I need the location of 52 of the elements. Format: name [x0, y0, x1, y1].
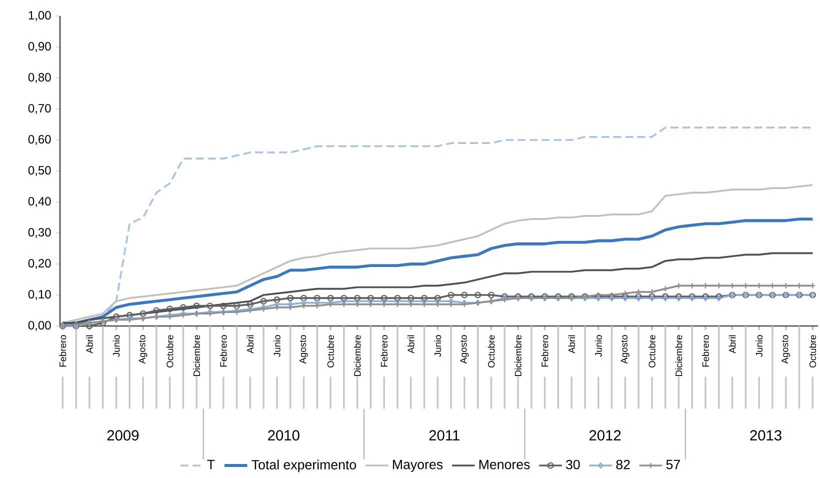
y-tick-label: 0,10 [28, 290, 51, 300]
x-tick-label: Octubre [166, 335, 174, 368]
y-tick-label: 1,00 [28, 11, 51, 21]
legend-label: 30 [566, 460, 580, 470]
x-tick-label: Febrero [59, 335, 66, 367]
y-tick-label: 0,90 [28, 42, 51, 52]
y-tick-label: 0,80 [28, 73, 51, 83]
text: 2009 [107, 430, 139, 441]
legend-label: T [207, 460, 215, 470]
x-tick-label: Agosto [620, 335, 630, 364]
x-tick-label: Febrero [220, 335, 227, 367]
y-tick-label: 0,60 [28, 135, 51, 145]
text: 2011 [429, 430, 460, 441]
x-tick-label: Diciembre [514, 335, 522, 376]
x-tick-label: Diciembre [193, 335, 200, 376]
legend-label: Mayores [393, 460, 443, 472]
x-tick-label: Febrero [380, 335, 388, 367]
y-tick-label: 0,70 [28, 104, 51, 114]
x-tick-label: Junio [756, 335, 762, 357]
x-tick-label: Junio [112, 335, 120, 357]
y-tick-label: 0,30 [28, 228, 51, 238]
x-tick-label: Febrero [702, 335, 709, 367]
y-tick-label: 0,40 [28, 197, 51, 207]
legend-label: Menores [479, 460, 530, 470]
x-tick-label: Diciembre [354, 335, 361, 376]
x-tick-label: Octubre [809, 335, 816, 368]
legend-label: 57 [666, 460, 680, 470]
text: 2012 [589, 430, 621, 441]
x-tick-label: Junio [274, 335, 280, 357]
x-tick-label: Febrero [541, 335, 548, 367]
x-tick-label: Abril [728, 335, 736, 354]
text: 2010 [268, 430, 300, 441]
x-tick-label: Agosto [460, 335, 469, 364]
y-tick-label: 0,20 [28, 259, 51, 269]
x-tick-label: Octubre [648, 335, 656, 368]
y-tick-label: 0,00 [28, 321, 51, 331]
legend-label: 82 [616, 460, 630, 470]
x-tick-label: Junio [434, 335, 442, 357]
x-tick-label: Abril [86, 335, 93, 354]
x-tick-label: Abril [407, 335, 414, 354]
x-tick-label: Diciembre [675, 335, 682, 376]
x-tick-label: Octubre [327, 335, 334, 368]
legend-label: Total experimento [252, 460, 356, 472]
y-tick-label: 0,50 [28, 166, 51, 176]
x-tick-label: Agosto [300, 335, 308, 364]
x-tick-label: Agosto [138, 335, 148, 364]
x-tick-label: Abril [568, 335, 576, 354]
text: 2013 [750, 430, 782, 441]
x-tick-label: Abril [246, 335, 254, 354]
x-tick-label: Agosto [782, 335, 790, 364]
x-tick-label: Octubre [488, 335, 495, 368]
x-tick-label: Junio [594, 335, 602, 357]
